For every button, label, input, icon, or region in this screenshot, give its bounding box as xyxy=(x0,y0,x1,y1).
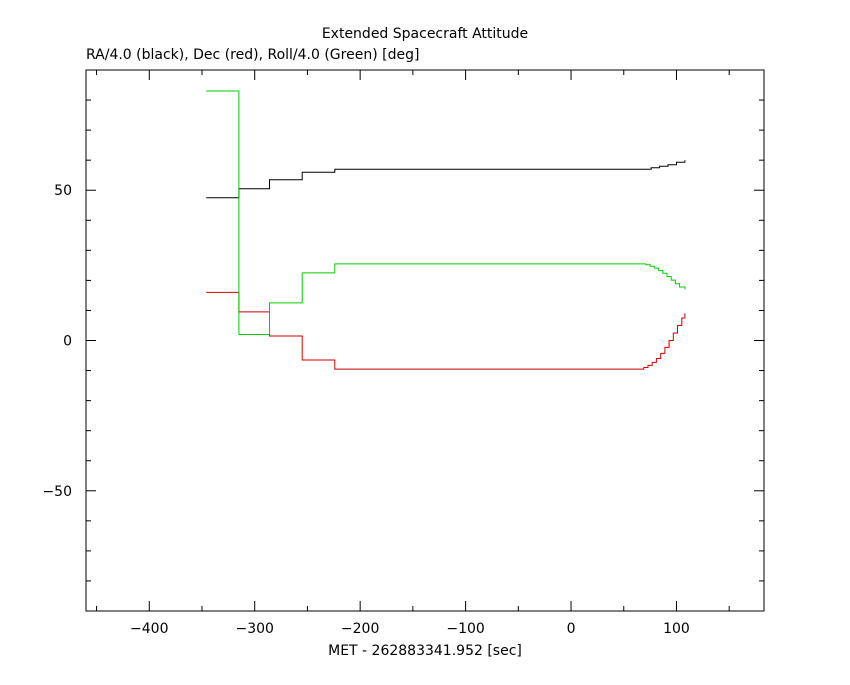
x-axis-label: MET - 262883341.952 [sec] xyxy=(328,643,522,659)
x-tick-label: −100 xyxy=(446,621,484,637)
plot-frame xyxy=(85,69,765,612)
y-tick-label: 0 xyxy=(63,334,72,350)
series-line-2 xyxy=(206,291,686,370)
x-tick-label: −200 xyxy=(341,621,379,637)
series-line-1 xyxy=(206,160,686,199)
x-tick-label: 100 xyxy=(663,621,690,637)
y-tick-label: −50 xyxy=(42,484,72,500)
y-tick-label: 50 xyxy=(54,183,72,199)
chart-title: Extended Spacecraft Attitude xyxy=(322,26,528,42)
x-tick-label: −300 xyxy=(235,621,273,637)
chart-subtitle: RA/4.0 (black), Dec (red), Roll/4.0 (Gre… xyxy=(86,47,419,63)
x-tick-label: 0 xyxy=(567,621,576,637)
x-tick-label: −400 xyxy=(130,621,168,637)
series-line-3 xyxy=(206,90,686,335)
